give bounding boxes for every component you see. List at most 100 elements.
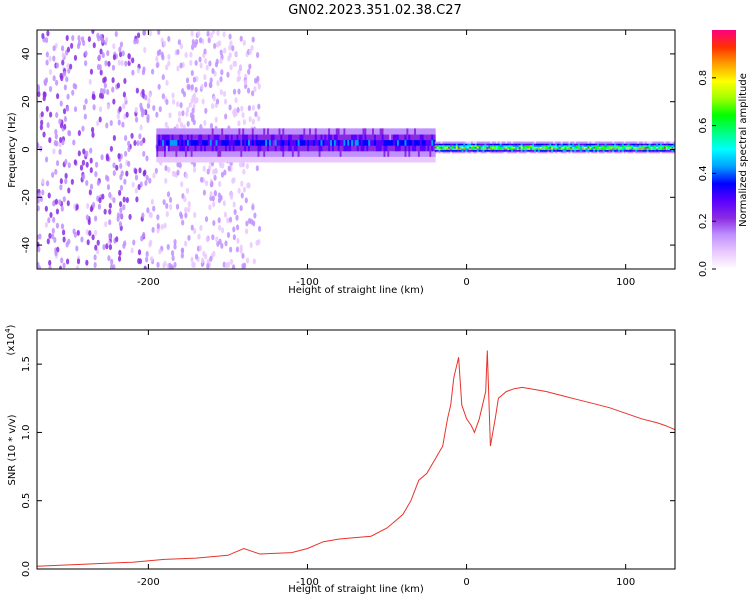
spectrogram-cell xyxy=(136,67,140,74)
spectrogram-cell xyxy=(373,150,377,157)
spectrogram-cell xyxy=(560,147,564,151)
spectrogram-cell xyxy=(373,145,377,152)
spectrogram-cell xyxy=(226,150,230,157)
spectrogram-cell xyxy=(73,159,77,166)
spectrogram-cell xyxy=(288,133,291,141)
spectrogram-cell xyxy=(627,146,631,149)
spectrogram-cell xyxy=(291,139,295,146)
spectrogram-cell xyxy=(171,133,175,141)
spectrogram-cell xyxy=(484,149,487,152)
spectrogram-cell xyxy=(493,149,497,152)
spectrogram-cell xyxy=(259,133,262,141)
spectrogram-cell xyxy=(158,49,162,56)
spectrogram-cell xyxy=(251,104,255,111)
spectrogram-cell xyxy=(461,147,464,151)
spectrogram-cell xyxy=(398,150,402,157)
spectrogram-cell xyxy=(537,144,541,147)
spectrogram-cell xyxy=(486,143,489,146)
spectrogram-cell xyxy=(213,139,217,146)
spectrogram-cell xyxy=(534,144,537,147)
spectrogram-cell xyxy=(621,149,625,152)
spectrogram-cell xyxy=(226,156,230,163)
spectrogram-cell xyxy=(608,146,612,149)
spectrogram-cell xyxy=(95,248,100,255)
spectrogram-cell xyxy=(165,133,169,141)
spectrogram-cell xyxy=(656,151,659,154)
spectrogram-cell xyxy=(207,37,211,44)
spectrogram-cell xyxy=(166,243,170,250)
spectrogram-cell xyxy=(82,148,86,155)
spectrogram-cell xyxy=(108,191,112,198)
spectrogram-cell xyxy=(183,133,186,141)
spectrogram-cell xyxy=(213,133,217,141)
spectrogram-cell xyxy=(595,146,598,149)
spectrogram-cell xyxy=(267,128,270,135)
spectrogram-cell xyxy=(215,98,220,105)
spectrogram-cell xyxy=(144,94,148,101)
spectrogram-cell xyxy=(415,145,419,152)
spectrogram-cell xyxy=(577,144,581,147)
spectrogram-cell xyxy=(181,139,184,146)
spectrogram-cell xyxy=(337,139,341,146)
spectrogram-cell xyxy=(293,145,297,152)
spectrogram-cell xyxy=(217,156,220,163)
spectrogram-cell xyxy=(163,133,167,141)
spectrogram-cell xyxy=(637,151,640,154)
spectrogram-cell xyxy=(537,149,541,152)
spectrogram-cell xyxy=(587,151,591,154)
spectrogram-cell xyxy=(301,145,304,152)
spectrogram-cell xyxy=(555,144,558,147)
spectrogram-cell xyxy=(143,265,147,269)
spectrogram-cell xyxy=(387,139,390,146)
spectrogram-cell xyxy=(543,141,547,144)
spectrogram-cell xyxy=(354,145,358,152)
spectrogram-cell xyxy=(482,146,485,149)
spectrogram-cell xyxy=(93,254,97,261)
spectrogram-cell xyxy=(318,150,322,157)
spectrogram-cell xyxy=(511,149,514,152)
spectrogram-cell xyxy=(431,139,434,146)
spectrogram-cell xyxy=(62,229,66,236)
spectrogram-cell xyxy=(232,88,237,95)
spectrogram-cell xyxy=(627,143,631,146)
spectrogram-cell xyxy=(618,149,621,152)
spectrogram-cell xyxy=(244,156,247,163)
spectrogram-cell xyxy=(513,149,516,152)
spectrogram-cell xyxy=(48,265,52,269)
spectrogram-cell xyxy=(372,145,375,152)
spectrogram-cell xyxy=(463,151,466,154)
spectrogram-cell xyxy=(553,141,556,144)
spectrogram-cell xyxy=(209,139,213,146)
spectrogram-cell xyxy=(616,146,619,149)
spectrogram-cell xyxy=(568,147,571,151)
spectrogram-cell xyxy=(49,212,53,219)
spectrogram-cell xyxy=(295,156,299,163)
spectrogram-cell xyxy=(241,161,245,168)
spectrogram-cell xyxy=(301,139,304,146)
spectrogram-cell xyxy=(45,180,50,187)
spectrogram-cell xyxy=(604,149,608,152)
spectrogram-cell xyxy=(404,145,408,152)
spectrogram-cell xyxy=(67,162,71,169)
spectrogram-cell xyxy=(203,81,208,88)
spectrogram-cell xyxy=(520,144,524,147)
spectrogram-cell xyxy=(396,128,400,135)
spectrogram-cell xyxy=(455,149,459,152)
spectrogram-cell xyxy=(111,64,116,71)
spectrogram-cell xyxy=(149,256,154,263)
spectrogram-cell xyxy=(255,139,259,146)
spectrogram-cell xyxy=(204,216,209,223)
spectrogram-cell xyxy=(612,151,615,154)
spectrogram-cell xyxy=(484,141,487,144)
spectrogram-cell xyxy=(663,144,667,147)
spectrogram-cell xyxy=(52,148,56,155)
spectrogram-cell xyxy=(545,141,548,144)
spectrogram-cell xyxy=(539,141,543,144)
spectrogram-cell xyxy=(343,128,346,135)
spectrogram-cell xyxy=(623,141,627,144)
spectrogram-cell xyxy=(507,144,510,147)
spectrogram-cell xyxy=(463,147,466,151)
spectrogram-cell xyxy=(560,146,564,149)
spectrogram-cell xyxy=(237,69,241,76)
spectrogram-cell xyxy=(608,144,612,147)
